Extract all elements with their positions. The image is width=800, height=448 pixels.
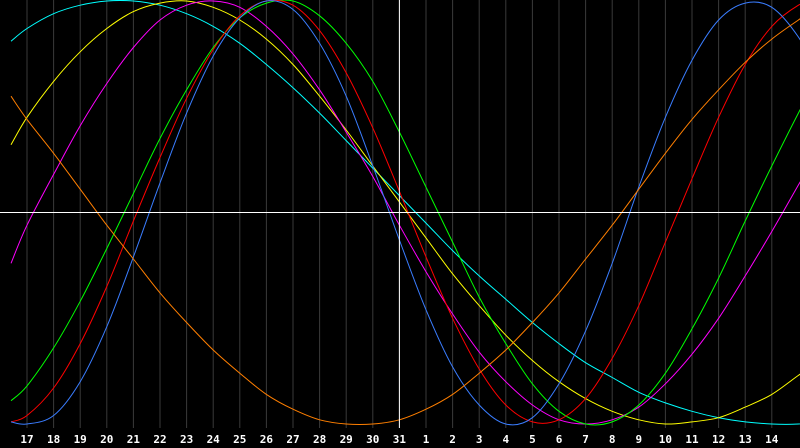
x-tick-label: 21 — [127, 433, 141, 446]
x-tick-label: 6 — [556, 433, 563, 446]
x-tick-label: 24 — [207, 433, 221, 446]
series-line-2 — [10, 0, 800, 425]
x-tick-label: 10 — [659, 433, 672, 446]
x-tick-label: 26 — [260, 433, 274, 446]
x-tick-label: 9 — [635, 433, 642, 446]
x-tick-label: 4 — [502, 433, 509, 446]
x-tick-label: 12 — [712, 433, 725, 446]
x-tick-label: 13 — [739, 433, 752, 446]
x-tick-label: 8 — [609, 433, 616, 446]
x-tick-label: 31 — [393, 433, 407, 446]
x-tick-label: 17 — [20, 433, 33, 446]
x-tick-label: 7 — [582, 433, 589, 446]
grid-lines — [26, 0, 773, 428]
x-tick-label: 25 — [233, 433, 246, 446]
x-tick-label: 28 — [313, 433, 326, 446]
series-line-3 — [10, 0, 800, 426]
x-tick-label: 19 — [74, 433, 87, 446]
x-tick-label: 18 — [47, 433, 60, 446]
x-tick-label: 27 — [286, 433, 299, 446]
x-tick-labels: 17 18 19 20 21 22 23 24 25 26 27 28 29 30 31 1 2 3 4 5 6 7 8 9 1… — [20, 433, 778, 446]
x-tick-label: 22 — [153, 433, 166, 446]
x-tick-label: 14 — [765, 433, 779, 446]
x-tick-label: 2 — [449, 433, 456, 446]
x-tick-label: 23 — [180, 433, 193, 446]
series-line-5 — [10, 0, 800, 426]
x-tick-label: 3 — [476, 433, 483, 446]
series-line-1 — [10, 0, 800, 425]
x-tick-label: 1 — [423, 433, 430, 446]
x-tick-label: 11 — [685, 433, 699, 446]
x-tick-label: 20 — [100, 433, 113, 446]
series-line-0 — [10, 0, 800, 425]
series-line-6 — [10, 18, 800, 426]
x-tick-label: 29 — [340, 433, 353, 446]
x-tick-label: 30 — [366, 433, 379, 446]
x-tick-label: 5 — [529, 433, 536, 446]
